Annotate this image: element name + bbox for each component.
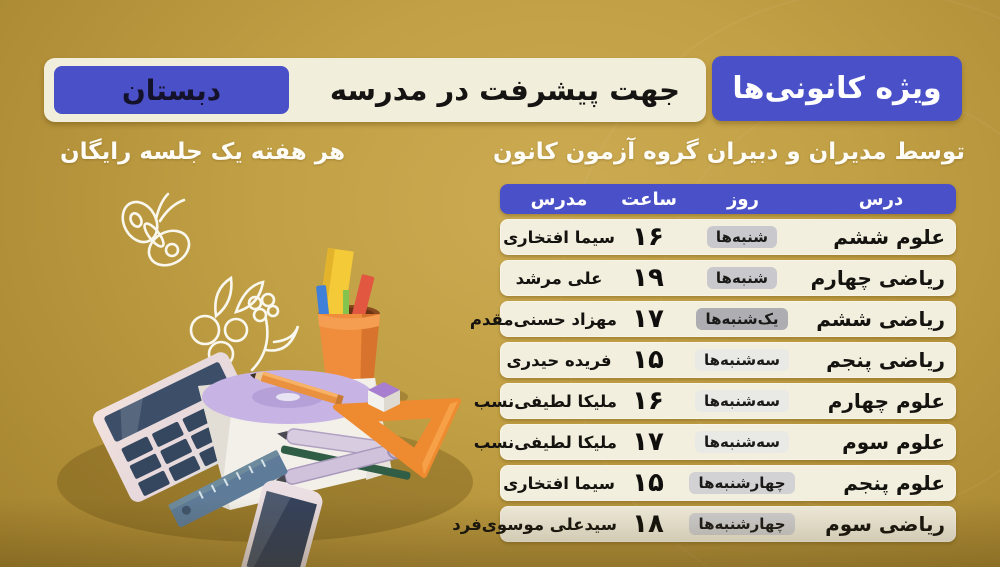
table-row: علوم ششم شنبه‌ها ۱۶ سیما افتخاری [500, 219, 956, 255]
schedule-header-row: درس روز ساعت مدرس [500, 184, 956, 214]
lesson-cell: علوم ششم [833, 225, 945, 249]
lesson-cell: علوم چهارم [827, 389, 945, 413]
schedule-table: درس روز ساعت مدرس علوم ششم شنبه‌ها ۱۶ سی… [452, 184, 956, 542]
lesson-cell: ریاضی ششم [816, 307, 945, 331]
teacher-cell: مهزاد حسنی‌مقدم [469, 309, 617, 329]
orange-pencil-icon [249, 371, 344, 406]
teacher-cell: سیدعلی موسوی‌فرد [452, 514, 617, 534]
hour-cell: ۱۶ [632, 386, 664, 416]
desk-illustration [57, 192, 473, 567]
day-cell: شنبه‌ها [679, 226, 805, 248]
day-chip: چهارشنبه‌ها [689, 513, 795, 535]
lesson-cell: ریاضی چهارم [810, 266, 945, 290]
hour-cell: ۱۵ [632, 345, 664, 375]
byline-text: توسط مدیران و دبیران گروه آزمون کانون [493, 139, 965, 165]
day-chip: سه‌شنبه‌ها [695, 390, 789, 412]
table-row: ریاضی ششم یک‌شنبه‌ها ۱۷ مهزاد حسنی‌مقدم [470, 301, 956, 337]
table-row: ریاضی پنجم سه‌شنبه‌ها ۱۵ فریده حیدری [500, 342, 956, 378]
day-chip: یک‌شنبه‌ها [696, 308, 788, 330]
special-badge-label: ویژه کانونی‌ها [732, 71, 942, 106]
compass-icon [275, 428, 405, 485]
hour-cell: ۱۹ [632, 263, 664, 293]
header-lesson: درس [858, 188, 904, 210]
header-day: روز [727, 188, 759, 210]
lesson-cell: ریاضی پنجم [826, 348, 945, 372]
teacher-cell: علی مرشد [515, 268, 603, 288]
smartphone-icon [239, 480, 323, 567]
teacher-cell: ملیکا لطیفی‌نسب [473, 391, 617, 411]
teacher-cell: ملیکا لطیفی‌نسب [473, 432, 617, 452]
day-chip: سه‌شنبه‌ها [695, 349, 789, 371]
lesson-cell: ریاضی سوم [825, 512, 945, 536]
day-cell: شنبه‌ها [679, 267, 805, 289]
pencil-cup-icon [316, 248, 380, 396]
hour-cell: ۱۷ [632, 427, 664, 457]
day-cell: سه‌شنبه‌ها [679, 349, 805, 371]
lesson-cell: علوم سوم [842, 430, 945, 454]
day-cell: چهارشنبه‌ها [679, 472, 805, 494]
hour-cell: ۱۷ [632, 304, 664, 334]
day-chip: شنبه‌ها [706, 267, 778, 289]
table-row: ریاضی سوم چهارشنبه‌ها ۱۸ سیدعلی موسوی‌فر… [452, 506, 956, 542]
set-square-highlight [422, 401, 458, 475]
flower-doodle-icon [189, 275, 300, 372]
free-session-text: هر هفته یک جلسه رایگان [59, 139, 346, 165]
teacher-cell: فریده حیدری [506, 350, 612, 370]
ruler-icon [168, 449, 288, 528]
header-hour: ساعت [621, 188, 677, 210]
lesson-cell: علوم پنجم [843, 471, 945, 495]
day-cell: چهارشنبه‌ها [679, 513, 805, 535]
headline-text: جهت پیشرفت در مدرسه [329, 73, 680, 107]
day-chip: سه‌شنبه‌ها [695, 431, 789, 453]
day-cell: سه‌شنبه‌ها [679, 431, 805, 453]
table-row: علوم سوم سه‌شنبه‌ها ۱۷ ملیکا لطیفی‌نسب [474, 424, 956, 460]
butterfly-doodle-icon [121, 192, 191, 267]
eraser-icon [368, 382, 400, 412]
red-pencil-icon [349, 274, 375, 328]
green-pencil-icon [343, 290, 349, 328]
day-cell: یک‌شنبه‌ها [679, 308, 805, 330]
day-cell: سه‌شنبه‌ها [679, 390, 805, 412]
special-badge: ویژه کانونی‌ها [712, 56, 962, 121]
teacher-cell: سیما افتخاری [503, 227, 615, 247]
header-teacher: مدرس [530, 188, 588, 210]
table-row: ریاضی چهارم شنبه‌ها ۱۹ علی مرشد [500, 260, 956, 296]
table-row: علوم چهارم سه‌شنبه‌ها ۱۶ ملیکا لطیفی‌نسب [474, 383, 956, 419]
headline-panel: جهت پیشرفت در مدرسه دبستان [44, 58, 706, 122]
school-level-badge: دبستان [54, 66, 289, 114]
teacher-cell: سیما افتخاری [503, 473, 615, 493]
day-chip: شنبه‌ها [706, 226, 778, 248]
hour-cell: ۱۸ [632, 509, 664, 539]
day-chip: چهارشنبه‌ها [689, 472, 795, 494]
hour-cell: ۱۵ [632, 468, 664, 498]
table-row: علوم پنجم چهارشنبه‌ها ۱۵ سیما افتخاری [500, 465, 956, 501]
school-level-label: دبستان [121, 73, 222, 107]
hour-cell: ۱۶ [632, 222, 664, 252]
